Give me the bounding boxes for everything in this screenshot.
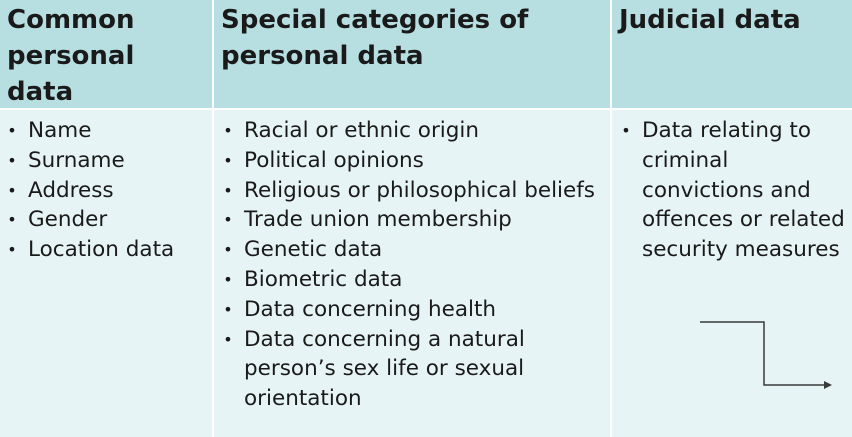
list-special-categories: • Racial or ethnic origin • Political opini… <box>222 116 606 414</box>
list-item: • Trade union membership <box>222 205 606 235</box>
list-item-text: Address <box>28 177 114 203</box>
bullet-icon: • <box>223 121 233 140</box>
bullet-icon: • <box>223 240 233 260</box>
list-item: • Political opinions <box>222 146 606 176</box>
list-item: • Genetic data <box>222 235 606 265</box>
list-item-text: Name <box>28 118 92 143</box>
list-item-text: Political opinions <box>244 147 424 173</box>
bullet-icon: • <box>223 210 233 230</box>
header-judicial-data: Judicial data <box>612 0 852 108</box>
list-item: • Surname <box>6 146 208 176</box>
list-item-text: Racial or ethnic origin <box>244 118 479 143</box>
list-item-text: Gender <box>28 207 108 233</box>
elbow-arrow-head <box>824 381 832 389</box>
bullet-icon: • <box>223 269 233 289</box>
bullet-icon: • <box>621 121 631 140</box>
list-item: • Address <box>6 176 208 206</box>
bullet-icon: • <box>223 329 233 349</box>
header-common-personal-data: Common personal data <box>0 0 212 108</box>
list-item: • Name <box>6 116 208 146</box>
list-item-text: Data relating to criminal convictions an… <box>642 118 845 263</box>
cell-common-personal-data: • Name • Surname • Address • Gender • Location da… <box>0 110 212 437</box>
list-item-text: Trade union membership <box>244 207 512 233</box>
list-judicial-data: • Data relating to criminal convictions a… <box>620 116 852 265</box>
list-item: • Data concerning a natural person’s sex … <box>222 325 606 414</box>
list-item: • Location data <box>6 235 208 265</box>
list-common-personal-data: • Name • Surname • Address • Gender • Location da… <box>6 116 208 265</box>
list-item-text: Data concerning health <box>244 296 497 322</box>
header-special-categories: Special categories of personal data <box>214 0 610 108</box>
elbow-arrow-line <box>700 321 826 386</box>
bullet-icon: • <box>7 121 17 140</box>
cell-special-categories: • Racial or ethnic origin • Political opini… <box>214 110 610 437</box>
list-item-text: Religious or philosophical beliefs <box>244 177 596 203</box>
bullet-icon: • <box>7 180 17 200</box>
elbow-arrow-icon <box>700 321 832 389</box>
list-item: • Data relating to criminal convictions a… <box>620 116 852 265</box>
bullet-icon: • <box>7 210 17 230</box>
bullet-icon: • <box>223 180 233 200</box>
list-item-text: Data concerning a natural person’s sex l… <box>244 326 525 412</box>
list-item: • Gender <box>6 205 208 235</box>
bullet-icon: • <box>223 150 233 170</box>
cell-judicial-data: • Data relating to criminal convictions a… <box>612 110 852 437</box>
list-item: • Racial or ethnic origin <box>222 116 606 146</box>
bullet-icon: • <box>7 240 17 260</box>
list-item: • Data concerning health <box>222 295 606 325</box>
list-item-text: Surname <box>28 147 125 173</box>
list-item-text: Genetic data <box>244 237 383 263</box>
list-item-text: Location data <box>28 237 175 263</box>
bullet-icon: • <box>223 299 233 319</box>
list-item: • Biometric data <box>222 265 606 295</box>
list-item: • Religious or philosophical beliefs <box>222 176 606 206</box>
list-item-text: Biometric data <box>244 266 403 292</box>
bullet-icon: • <box>7 150 17 170</box>
